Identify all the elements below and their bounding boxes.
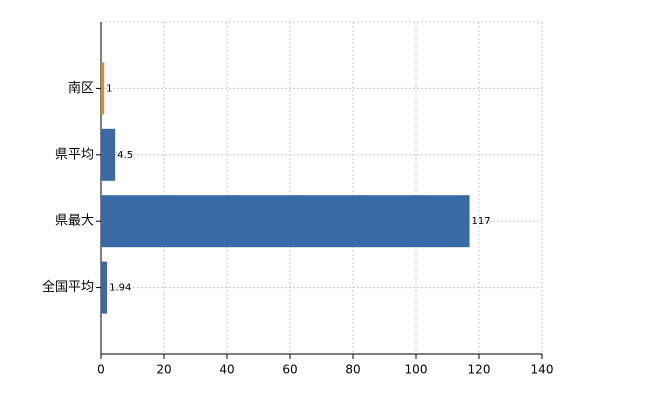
y-tick-label: 全国平均 bbox=[42, 279, 94, 295]
y-tick-label: 県平均 bbox=[55, 147, 94, 162]
x-tick-label: 0 bbox=[97, 363, 105, 377]
bar bbox=[101, 62, 105, 115]
bar bbox=[101, 128, 116, 181]
x-tick-label: 40 bbox=[219, 363, 234, 377]
value-label: 4.5 bbox=[117, 150, 133, 161]
bar bbox=[101, 261, 108, 314]
bar bbox=[101, 195, 470, 248]
value-label: 117 bbox=[472, 216, 491, 227]
x-tick-label: 60 bbox=[282, 363, 297, 377]
x-tick-label: 140 bbox=[531, 363, 554, 377]
value-label: 1 bbox=[106, 83, 112, 94]
y-tick-label: 県最大 bbox=[55, 214, 94, 229]
y-tick-label: 南区 bbox=[68, 80, 94, 96]
x-tick-label: 20 bbox=[156, 363, 171, 377]
value-label: 1.94 bbox=[109, 283, 131, 294]
x-tick-label: 80 bbox=[345, 363, 360, 377]
x-tick-label: 100 bbox=[405, 363, 428, 377]
x-tick-label: 120 bbox=[468, 363, 491, 377]
